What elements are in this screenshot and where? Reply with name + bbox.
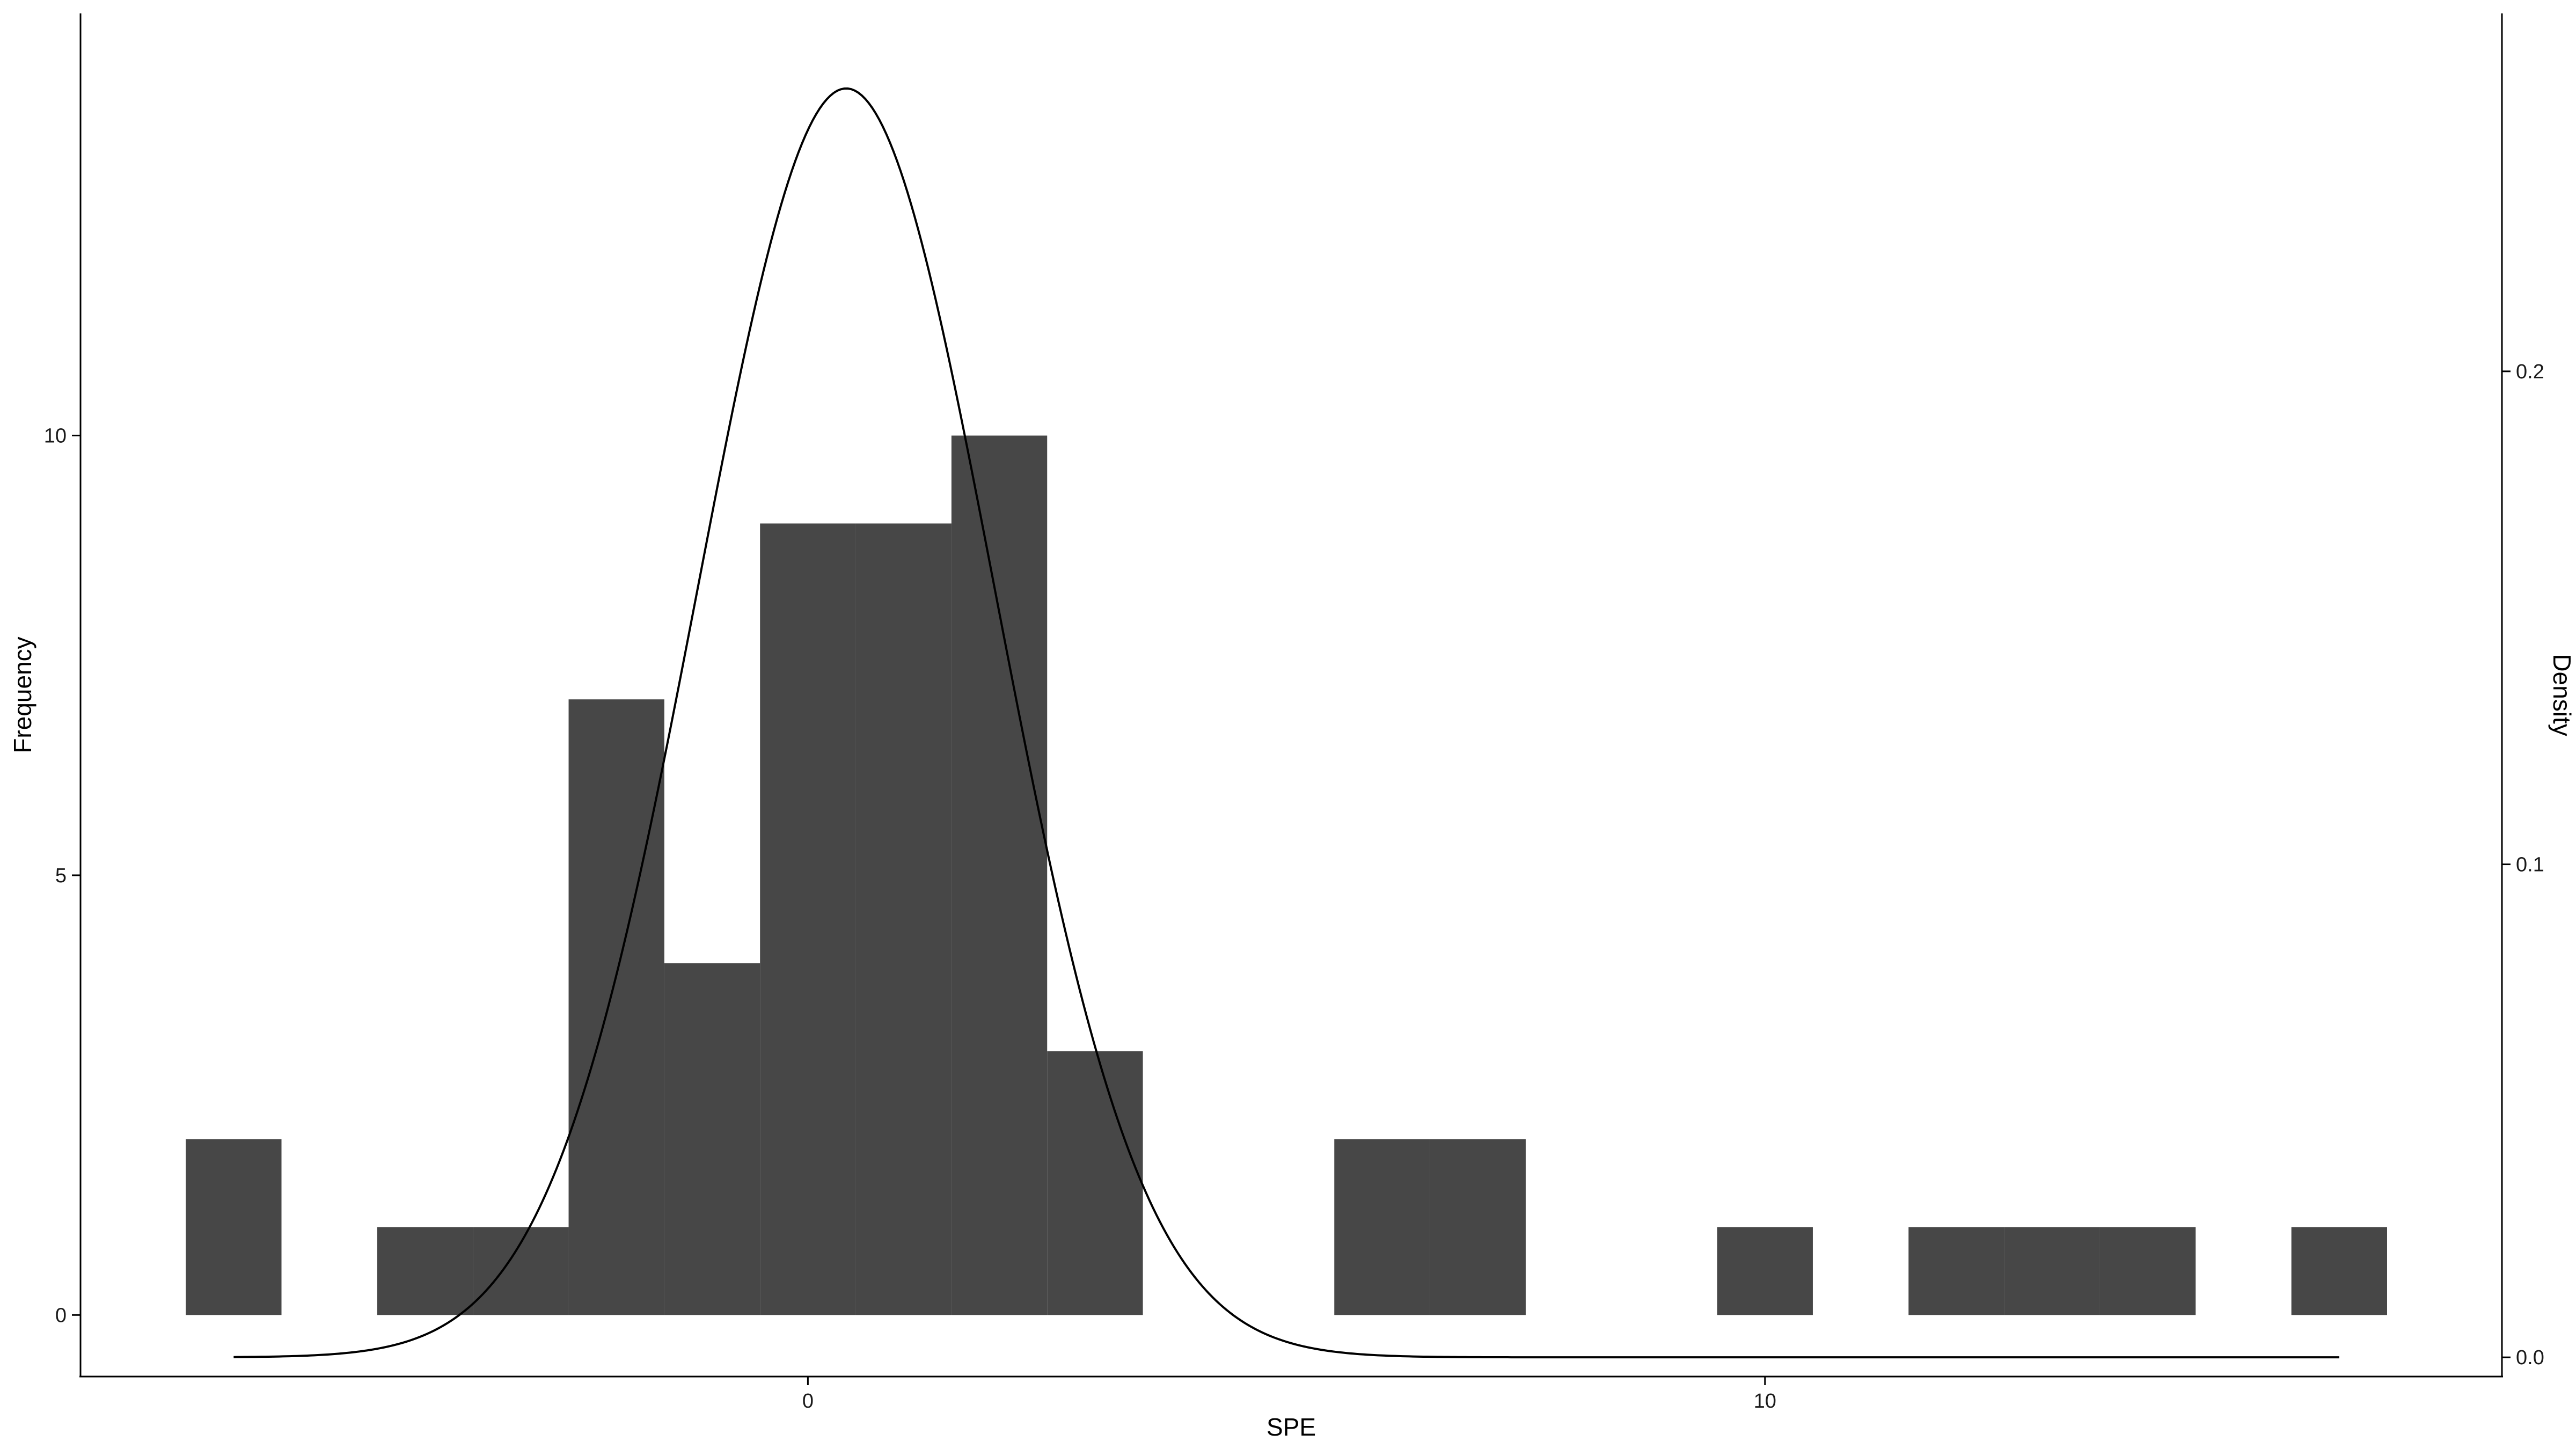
y2-tick-label: 0.0 xyxy=(2516,1346,2544,1369)
histogram-bar xyxy=(664,963,760,1315)
left-y-axis-ticks: 0 5 10 xyxy=(44,425,80,1327)
y2-tick-label: 0.2 xyxy=(2516,361,2544,383)
y-tick-label: 10 xyxy=(44,425,67,448)
x-axis-ticks: 0 10 xyxy=(802,1377,1776,1413)
y-tick-label: 0 xyxy=(55,1304,67,1327)
histogram-bar xyxy=(951,435,1048,1315)
histogram-bar xyxy=(1334,1139,1430,1315)
histogram-bar xyxy=(2291,1227,2387,1315)
histogram-bar xyxy=(855,523,952,1315)
y-tick-label: 5 xyxy=(55,865,67,887)
x-tick-label: 10 xyxy=(1754,1390,1776,1413)
histogram-bars xyxy=(186,435,2387,1315)
histogram-bar xyxy=(2099,1227,2196,1315)
histogram-bar xyxy=(568,699,664,1315)
histogram-bar xyxy=(2004,1227,2100,1315)
right-y-axis-ticks: 0.0 0.1 0.2 xyxy=(2502,361,2544,1369)
histogram-bar xyxy=(760,523,856,1315)
histogram-bar xyxy=(1908,1227,2004,1315)
density-curve xyxy=(233,87,2339,1359)
right-y-axis-title: Density xyxy=(2548,654,2576,736)
x-axis-title: SPE xyxy=(1267,1413,1316,1441)
left-y-axis-title: Frequency xyxy=(9,636,36,753)
histogram-bar xyxy=(473,1227,569,1315)
histogram-bar xyxy=(1430,1139,1526,1315)
histogram-bar xyxy=(186,1139,282,1315)
histogram-bar xyxy=(377,1227,473,1315)
histogram-bar xyxy=(1717,1227,1813,1315)
histogram-bar xyxy=(1047,1051,1143,1315)
y2-tick-label: 0.1 xyxy=(2516,854,2544,876)
x-tick-label: 0 xyxy=(802,1390,814,1413)
